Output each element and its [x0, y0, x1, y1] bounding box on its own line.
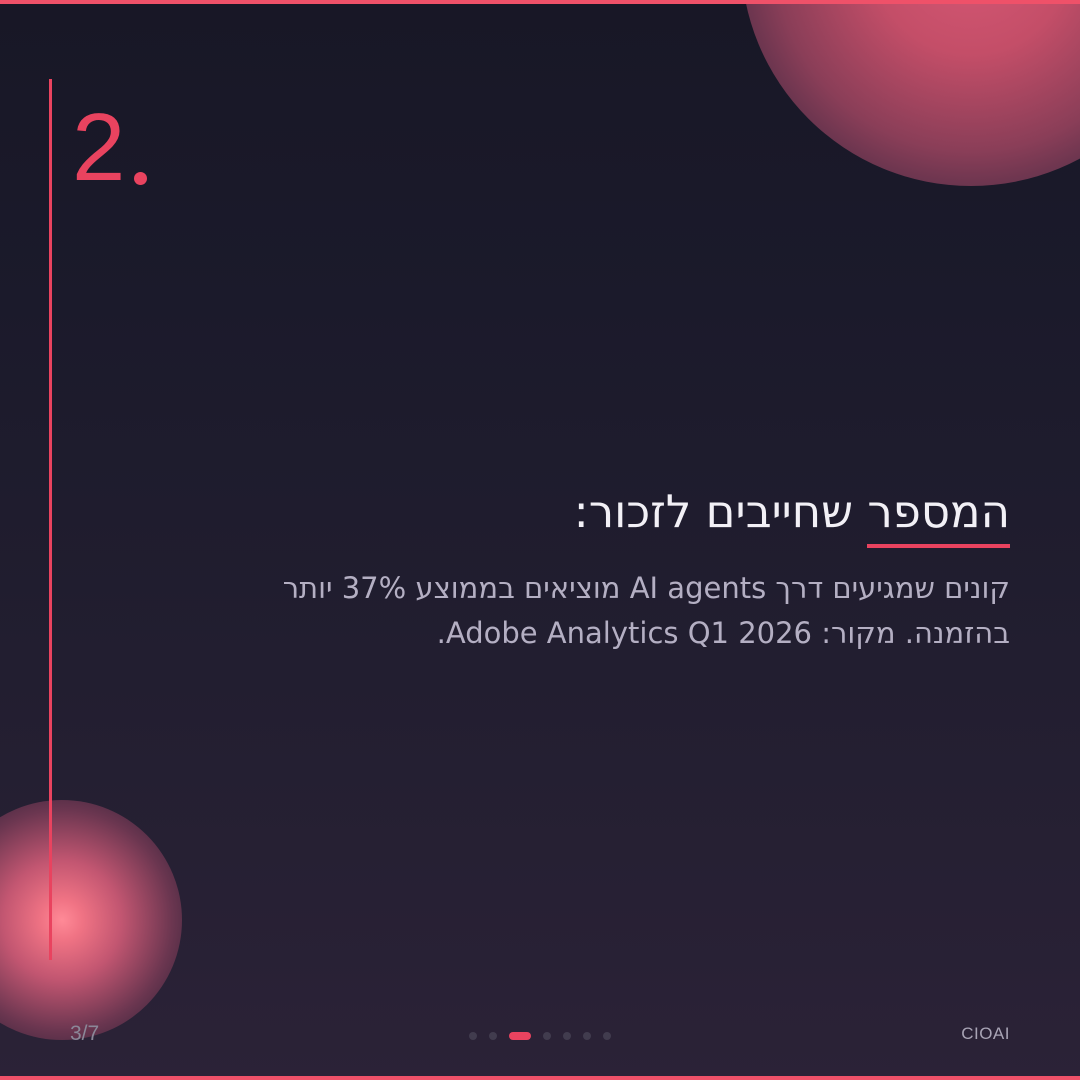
- top-accent-bar: [0, 0, 1080, 4]
- pagination-dot-4[interactable]: [543, 1032, 551, 1040]
- body-line-1: קונים שמגיעים דרך AI agents מוציאים בממו…: [282, 571, 1010, 606]
- vertical-accent-line: [49, 79, 52, 960]
- pagination-dot-7[interactable]: [603, 1032, 611, 1040]
- slide-number-digit: 2: [72, 94, 126, 201]
- pagination-dots: [0, 1032, 1080, 1040]
- body-line-2: בהזמנה. מקור: Adobe Analytics Q1 2026.: [436, 616, 1010, 651]
- bottom-accent-bar: [0, 1076, 1080, 1080]
- brand-label: CIOAI: [961, 1024, 1010, 1043]
- pagination-dot-3-active[interactable]: [509, 1032, 531, 1040]
- slide-body: קונים שמגיעים דרך AI agents מוציאים בממו…: [70, 566, 1010, 656]
- gradient-circle-top-right: [741, 0, 1080, 186]
- title-rest: שחייבים לזכור:: [573, 485, 868, 538]
- pagination-dot-5[interactable]: [563, 1032, 571, 1040]
- page-indicator: 3/7: [70, 1022, 100, 1045]
- slide-title: המספר שחייבים לזכור:: [70, 484, 1010, 548]
- title-underlined-word: המספר: [867, 485, 1010, 548]
- text-block: המספר שחייבים לזכור: קונים שמגיעים דרך A…: [70, 484, 1010, 656]
- slide-number-dot: [134, 172, 148, 185]
- gradient-circle-bottom-left: [0, 800, 182, 1040]
- pagination-dot-1[interactable]: [469, 1032, 477, 1040]
- slide-number: 2: [72, 94, 148, 201]
- pagination-dot-6[interactable]: [583, 1032, 591, 1040]
- pagination-dot-2[interactable]: [489, 1032, 497, 1040]
